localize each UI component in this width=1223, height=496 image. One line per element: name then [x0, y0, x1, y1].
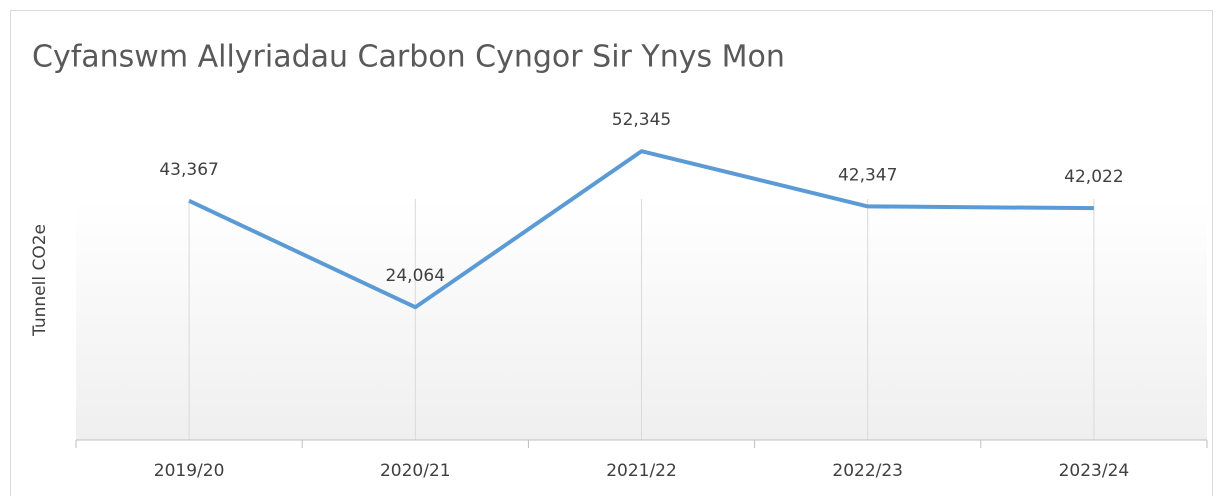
chart-title: Cyfanswm Allyriadau Carbon Cyngor Sir Yn… — [32, 40, 785, 75]
y-axis-label: Tunnell CO2e — [30, 224, 50, 337]
data-label: 52,345 — [612, 110, 671, 130]
x-tick-label: 2022/23 — [832, 461, 903, 481]
data-label: 43,367 — [159, 160, 218, 180]
x-tick-label: 2020/21 — [380, 461, 451, 481]
line-series — [188, 149, 1094, 310]
x-tick-label: 2023/24 — [1059, 461, 1130, 481]
x-tick-label: 2019/20 — [154, 461, 225, 481]
data-label: 42,347 — [838, 165, 897, 185]
data-label: 42,022 — [1064, 167, 1123, 187]
x-tick-label: 2021/22 — [606, 461, 677, 481]
data-label: 24,064 — [386, 266, 445, 286]
